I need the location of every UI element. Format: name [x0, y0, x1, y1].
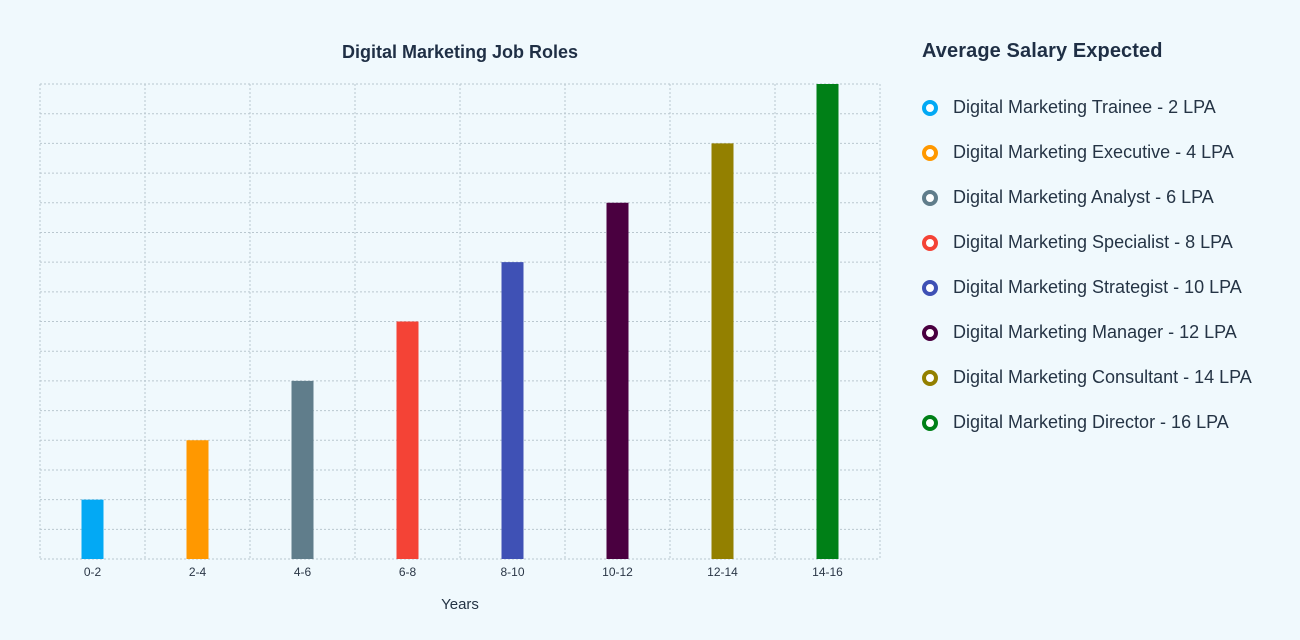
- x-tick-label: 6-8: [399, 565, 417, 579]
- legend-item-label: Digital Marketing Executive - 4 LPA: [953, 142, 1234, 162]
- bar[interactable]: [816, 84, 839, 559]
- bar[interactable]: [81, 499, 104, 559]
- legend-item[interactable]: Digital Marketing Executive - 4 LPA: [922, 130, 1292, 175]
- bar[interactable]: [396, 321, 419, 560]
- legend-marker-icon: [922, 324, 938, 341]
- x-tick-label: 2-4: [189, 565, 207, 579]
- bar[interactable]: [711, 143, 734, 559]
- legend-item-label: Digital Marketing Strategist - 10 LPA: [953, 277, 1242, 297]
- legend-marker-icon: [922, 234, 938, 251]
- legend-item[interactable]: Digital Marketing Consultant - 14 LPA: [922, 355, 1292, 400]
- legend-item[interactable]: Digital Marketing Manager - 12 LPA: [922, 310, 1292, 355]
- legend-item-label: Digital Marketing Consultant - 14 LPA: [953, 367, 1252, 387]
- bar[interactable]: [186, 440, 209, 559]
- x-tick-label: 12-14: [707, 565, 738, 579]
- x-tick-label: 0-2: [84, 565, 102, 579]
- legend-title: Average Salary Expected: [922, 40, 1163, 62]
- legend-item[interactable]: Digital Marketing Director - 16 LPA: [922, 400, 1292, 445]
- legend: Average Salary Expected Digital Marketin…: [922, 40, 1292, 445]
- x-tick-label: 4-6: [294, 565, 312, 579]
- legend-marker-icon: [922, 99, 938, 116]
- legend-item[interactable]: Digital Marketing Strategist - 10 LPA: [922, 265, 1292, 310]
- legend-item-label: Digital Marketing Trainee - 2 LPA: [953, 97, 1216, 117]
- legend-marker-icon: [922, 279, 938, 296]
- legend-marker-icon: [922, 414, 938, 431]
- bars: [81, 84, 839, 560]
- legend-marker-icon: [922, 189, 938, 206]
- legend-item[interactable]: Digital Marketing Trainee - 2 LPA: [922, 85, 1292, 130]
- x-tick-label: 8-10: [500, 565, 524, 579]
- legend-items: Digital Marketing Trainee - 2 LPA Digita…: [922, 85, 1292, 445]
- legend-item-label: Digital Marketing Specialist - 8 LPA: [953, 232, 1233, 252]
- x-tick-label: 10-12: [602, 565, 633, 579]
- legend-item-label: Digital Marketing Director - 16 LPA: [953, 412, 1229, 432]
- legend-item[interactable]: Digital Marketing Specialist - 8 LPA: [922, 220, 1292, 265]
- x-axis-label: Years: [441, 596, 479, 613]
- legend-marker-icon: [922, 369, 938, 386]
- legend-marker-icon: [922, 144, 938, 161]
- legend-item-label: Digital Marketing Manager - 12 LPA: [953, 322, 1237, 342]
- x-tick-label: 14-16: [812, 565, 843, 579]
- x-tick-labels: 0-2 2-4 4-6 6-8 8-10 10-12 12-14 14-16: [84, 565, 843, 579]
- chart-title: Digital Marketing Job Roles: [342, 42, 578, 62]
- bar[interactable]: [291, 380, 314, 559]
- bar[interactable]: [501, 262, 524, 559]
- grid: [39, 83, 881, 560]
- bar-chart: Digital Marketing Job Roles 0-2 2-4 4-6 6-8…: [39, 42, 881, 613]
- legend-item-label: Digital Marketing Analyst - 6 LPA: [953, 187, 1214, 207]
- bar[interactable]: [606, 202, 629, 559]
- legend-item[interactable]: Digital Marketing Analyst - 6 LPA: [922, 175, 1292, 220]
